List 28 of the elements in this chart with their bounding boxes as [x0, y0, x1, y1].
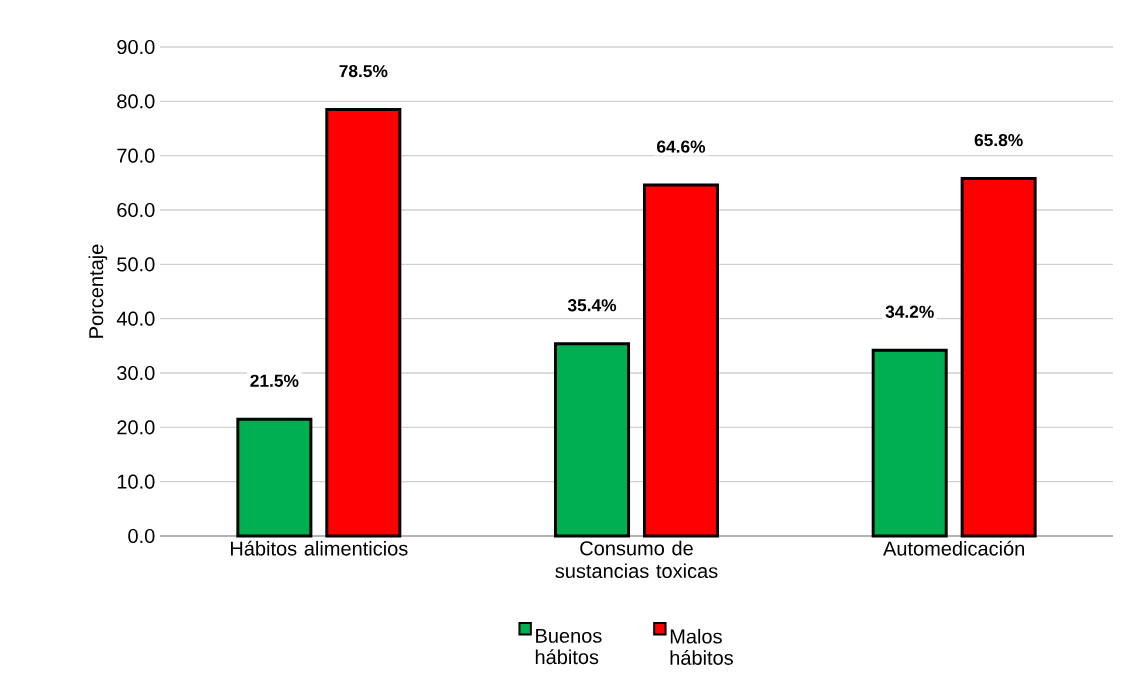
- bar: [871, 348, 948, 538]
- bar: [554, 342, 631, 538]
- data-label: 34.2%: [885, 305, 934, 318]
- bar: [325, 108, 402, 538]
- y-tick-label: 10.0: [117, 474, 155, 489]
- data-label: 21.5%: [250, 374, 299, 387]
- y-tick-label: 90.0: [117, 39, 155, 55]
- y-tick-label: 50.0: [117, 257, 155, 272]
- data-label: 64.6%: [657, 140, 706, 153]
- x-tick-label: Automedicación: [883, 540, 1024, 556]
- y-tick-label: 0.0: [128, 528, 155, 544]
- y-tick-label: 20.0: [117, 420, 155, 435]
- y-axis-title: Porcentaje: [88, 244, 108, 338]
- data-label: 65.8%: [974, 133, 1023, 147]
- legend-label: Malos hábitos: [670, 628, 733, 665]
- bar: [960, 177, 1037, 538]
- y-tick-label: 40.0: [116, 311, 155, 326]
- x-tick-label: Consumo de sustancias toxicas: [555, 540, 718, 579]
- legend-label: Buenos hábitos: [535, 628, 602, 665]
- bar: [236, 417, 313, 538]
- y-tick-label: 80.0: [117, 94, 155, 109]
- y-tick-label: 60.0: [117, 202, 155, 218]
- x-tick-label: Hábitos alimenticios: [230, 540, 408, 556]
- y-tick-label: 70.0: [117, 148, 155, 163]
- y-tick-label: 30.0: [117, 365, 155, 381]
- data-label: 78.5%: [339, 64, 388, 78]
- bar: [642, 183, 719, 538]
- data-label: 35.4%: [567, 299, 617, 312]
